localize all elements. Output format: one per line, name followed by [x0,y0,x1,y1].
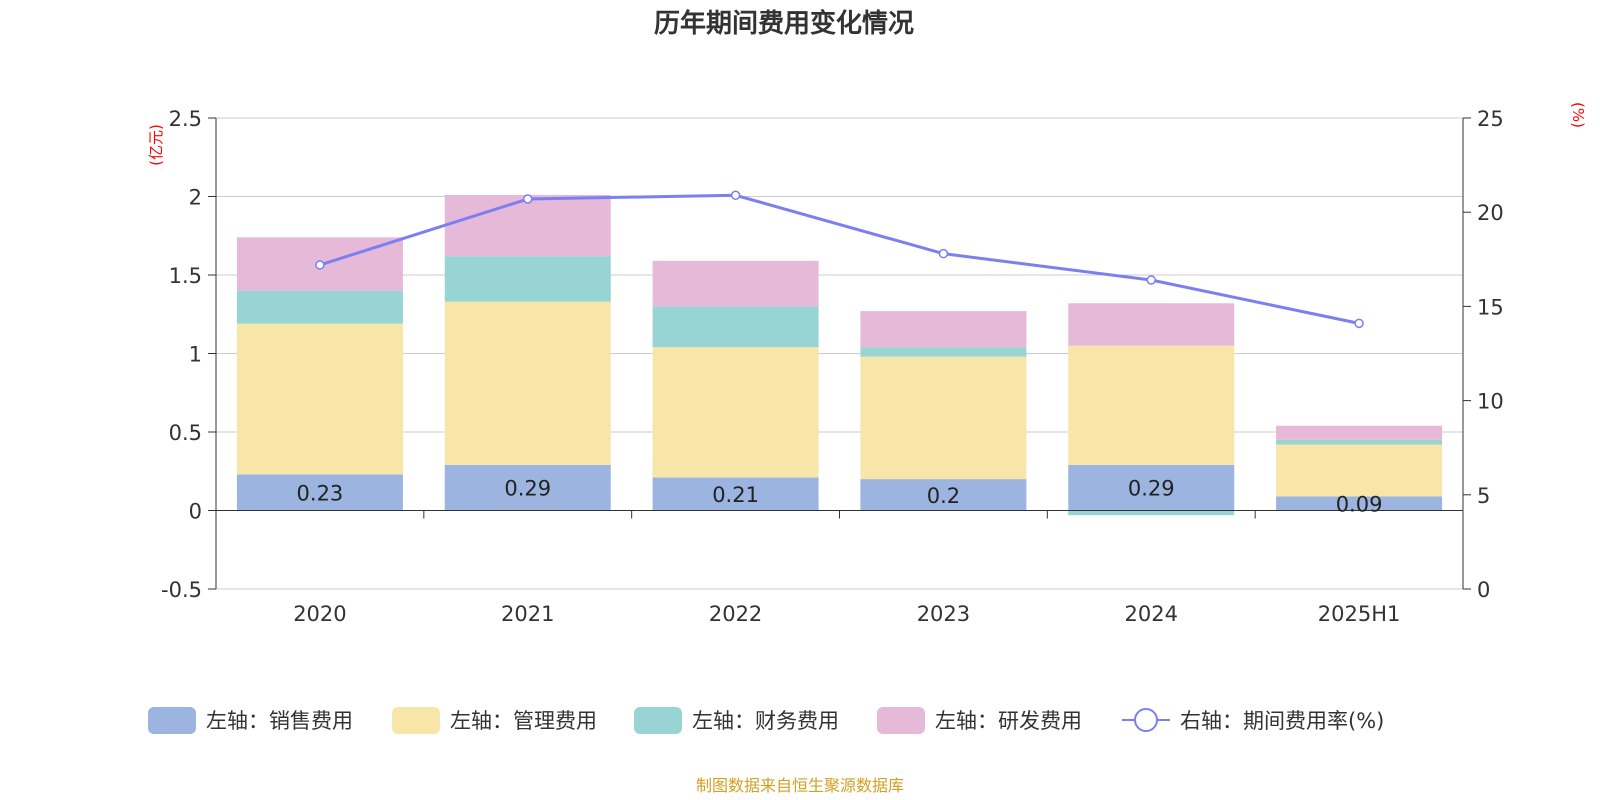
left-axis-tick-label: 2.5 [169,107,202,131]
right-axis-unit: (%) [1569,102,1587,128]
bar-segment [1068,345,1235,465]
source-note: 制图数据来自恒生聚源数据库 [696,776,904,795]
data-labels: 0.23 0.29 0.21 0.2 0.29 0.09 [297,477,1383,517]
bar-segment [652,477,819,511]
axes: -0.5 0 0.5 1 1.5 2 2.5 0 5 10 15 20 25 2020 2021 2022 20… [161,107,1504,626]
rate-point [523,194,533,204]
legend-label: 左轴：管理费用 [450,709,597,733]
bar-segment [444,194,611,257]
right-axis-tick-label: 0 [1477,578,1490,602]
bar-segment [860,311,1027,348]
bar-segment [444,301,611,465]
legend-label: 左轴：财务费用 [692,709,839,733]
bar-segment [444,256,611,302]
data-label: 0.29 [1128,477,1175,501]
bar-segment [1068,464,1235,511]
legend-swatch [148,707,196,734]
left-axis-tick-label: 1 [189,343,202,367]
left-axis-tick-label: -0.5 [161,578,202,602]
data-label: 0.29 [504,477,551,501]
rate-point [315,260,325,270]
bar-segment [652,347,819,478]
data-label: 0.2 [927,484,960,508]
legend-label: 右轴：期间费用率(%) [1180,709,1384,733]
left-axis-tick-label: 0.5 [169,421,202,445]
rate-point [1146,275,1156,285]
bars [236,194,1443,516]
bar-segment [652,260,819,307]
bar-segment [1068,303,1235,346]
x-axis-tick-label: 2022 [709,602,762,626]
legend-swatch [634,707,682,734]
legend-label: 左轴：销售费用 [206,709,353,733]
x-axis-tick-label: 2021 [501,602,554,626]
right-axis-tick-label: 20 [1477,201,1504,225]
bar-segment [1276,496,1443,511]
x-axis-tick-label: 2024 [1125,602,1178,626]
legend-marker-icon [1134,708,1158,732]
left-axis-tick-label: 2 [189,186,202,210]
data-label: 0.23 [297,481,344,505]
legend-swatch [392,707,440,734]
rate-point [938,248,949,259]
right-axis-tick-label: 25 [1477,107,1504,131]
legend-label: 左轴：研发费用 [935,709,1082,733]
data-label: 0.09 [1336,492,1383,516]
bar-segment [444,464,611,511]
rate-line [315,190,1364,329]
bar-segment [860,347,1027,357]
bar-segment [236,290,403,324]
rate-point [730,190,741,200]
right-axis-tick-label: 15 [1477,295,1504,319]
left-axis-tick-label: 1.5 [169,264,202,288]
bar-segment [236,474,403,511]
left-axis-tick-label: 0 [189,500,202,524]
x-axis-tick-label: 2025H1 [1318,602,1401,626]
bar-segment [860,356,1027,480]
rate-line-path [319,193,1360,325]
bar-segment [1276,425,1443,440]
bar-segment [1068,510,1235,516]
bar-segment [1276,444,1443,497]
data-label: 0.21 [712,483,759,507]
legend: 左轴：销售费用 左轴：管理费用 左轴：财务费用 左轴：研发费用 右轴：期间费用率(%) [148,707,1384,734]
x-axis-tick-label: 2020 [293,602,346,626]
right-axis-tick-label: 10 [1477,390,1504,414]
rate-point [1354,318,1364,329]
left-axis-unit: (亿元) [147,124,165,166]
bar-segment [860,479,1027,511]
bar-segment [652,306,819,348]
chart-title: 历年期间费用变化情况 [654,8,914,39]
bar-segment [1276,439,1443,445]
bar-segment [236,323,403,475]
legend-swatch [877,707,925,734]
x-axis-tick-label: 2023 [917,602,970,626]
right-axis-tick-label: 5 [1477,484,1490,508]
